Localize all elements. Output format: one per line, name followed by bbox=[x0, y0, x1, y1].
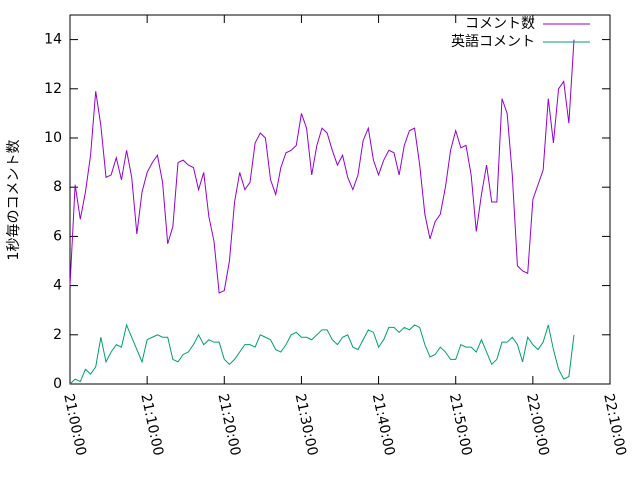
y-tick-label: 2 bbox=[53, 327, 62, 343]
series-line bbox=[69, 323, 575, 385]
y-axis-label: 1秒毎のコメント数 bbox=[6, 140, 22, 261]
y-tick-label: 14 bbox=[44, 32, 62, 48]
legend-label: 英語コメント bbox=[451, 33, 535, 50]
y-tick-label: 4 bbox=[53, 278, 62, 294]
plot-frame bbox=[69, 14, 611, 385]
x-tick-label: 22:00:00 bbox=[523, 392, 552, 457]
y-tick-label: 10 bbox=[44, 130, 62, 146]
y-tick-label: 8 bbox=[53, 179, 62, 195]
x-tick-label: 21:30:00 bbox=[292, 392, 321, 457]
x-tick-label: 22:10:00 bbox=[600, 392, 629, 457]
y-tick-label: 6 bbox=[53, 228, 62, 244]
y-tick-label: 12 bbox=[44, 81, 62, 97]
x-tick-label: 21:50:00 bbox=[446, 392, 475, 457]
series-line bbox=[69, 39, 575, 294]
x-tick-label: 21:20:00 bbox=[214, 392, 243, 457]
x-tick-label: 21:40:00 bbox=[369, 392, 398, 457]
y-tick-label: 0 bbox=[53, 376, 62, 392]
x-tick-label: 21:10:00 bbox=[137, 392, 166, 457]
legend-label: コメント数 bbox=[465, 16, 535, 32]
x-tick-label: 21:00:00 bbox=[60, 392, 89, 457]
